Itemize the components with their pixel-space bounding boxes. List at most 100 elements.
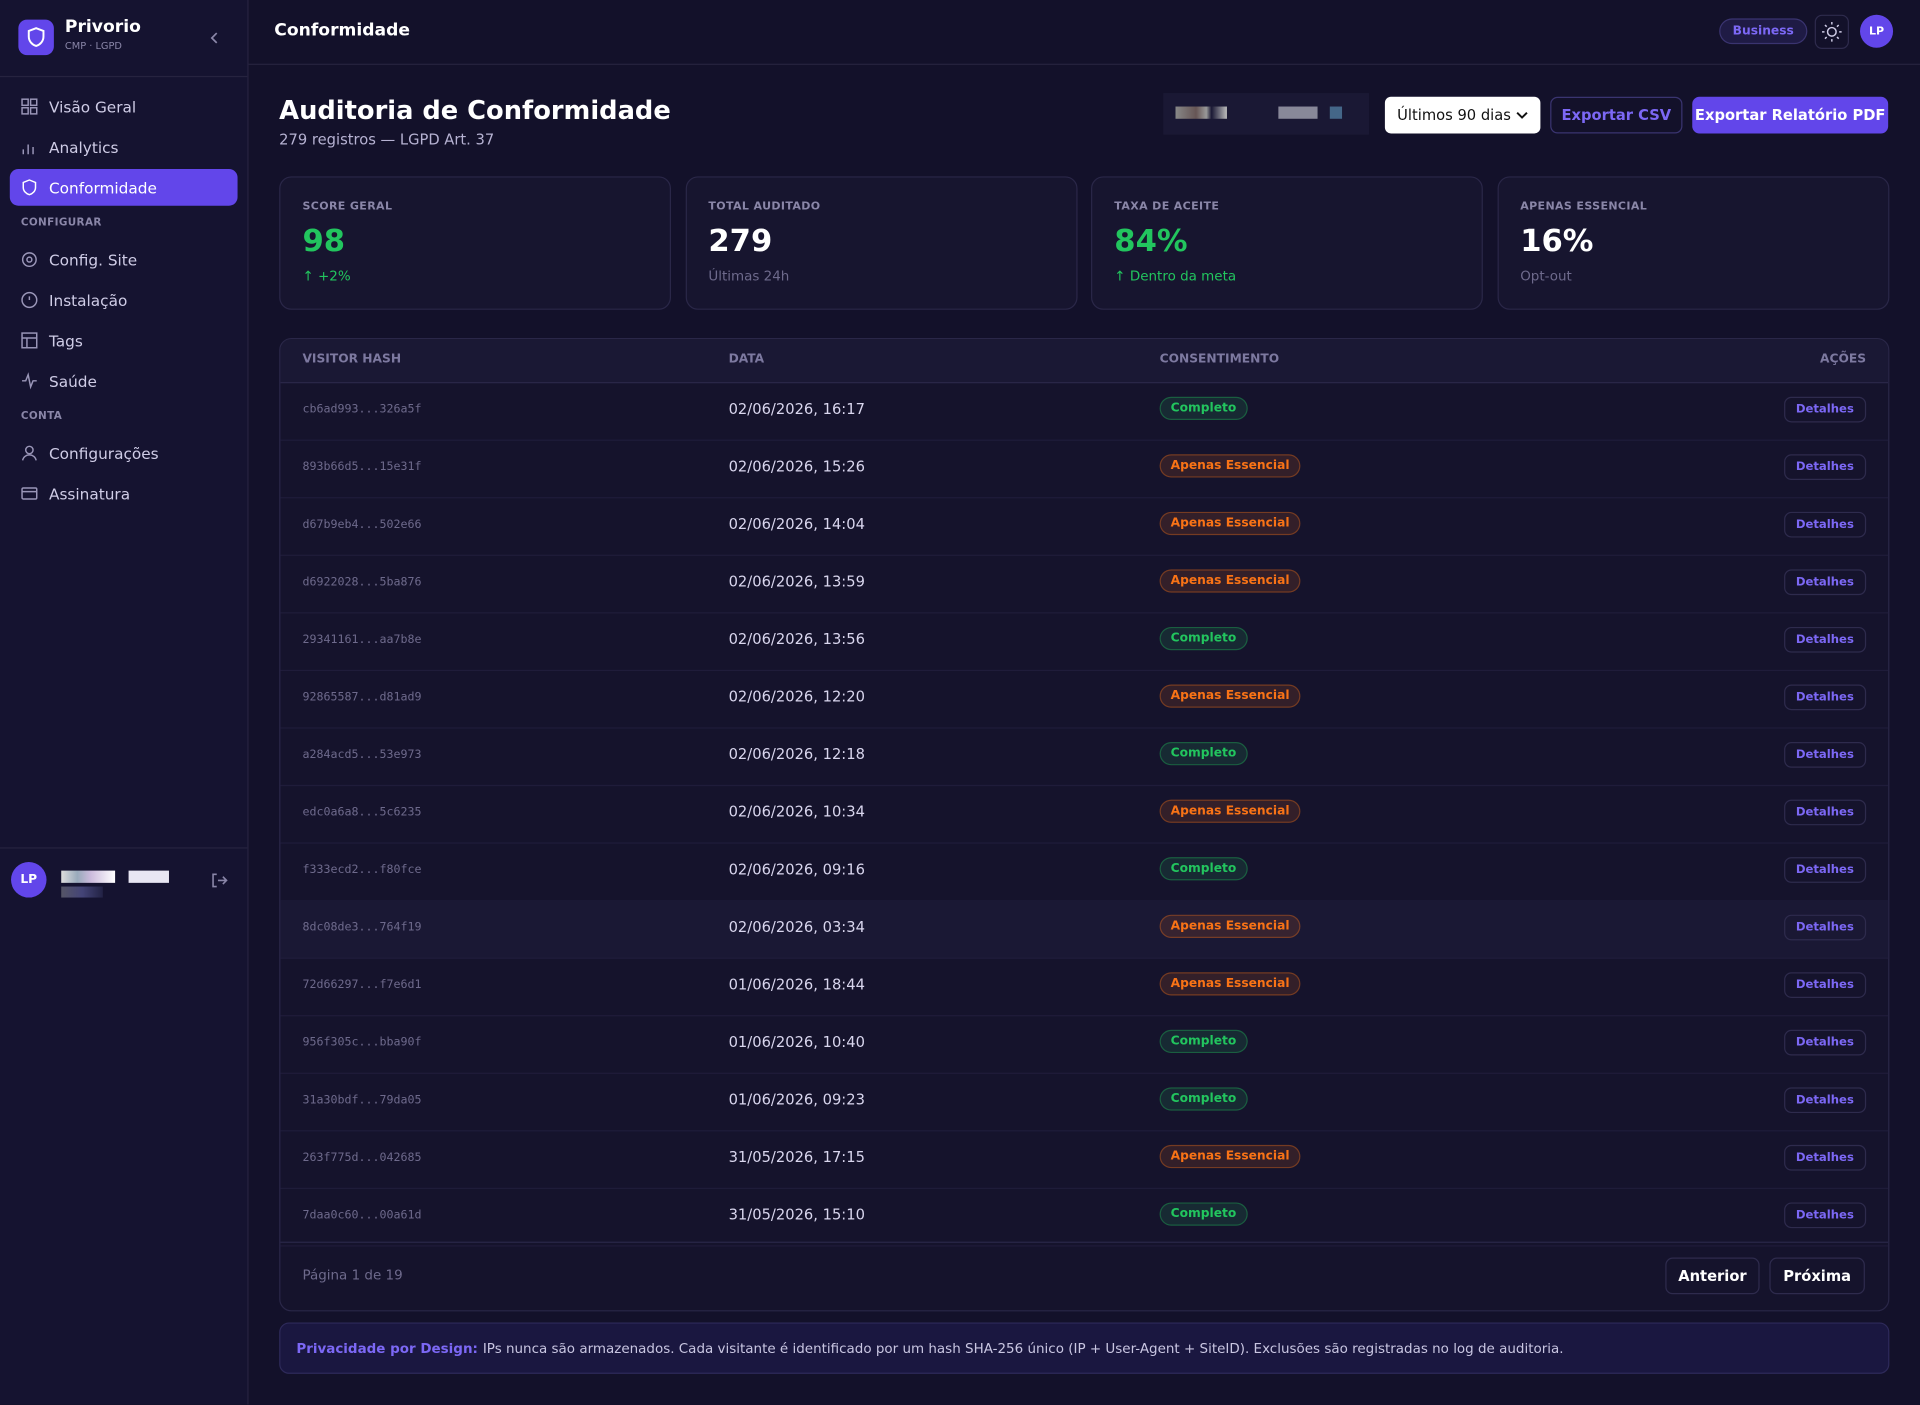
header-title: Conformidade	[274, 20, 411, 41]
visitor-hash: 8dc08de3...764f19	[302, 920, 422, 935]
date: 01/06/2026, 18:44	[728, 975, 865, 994]
visitor-hash: 263f775d...042685	[302, 1151, 422, 1165]
visitor-hash: 31a30bdf...79da05	[302, 1093, 422, 1107]
date: 02/06/2026, 10:34	[728, 803, 865, 821]
consent-badge: Apenas Essencial	[1159, 799, 1301, 823]
table-row: 893b66d5...15e31f 02/06/2026, 15:26 Apenas…	[280, 440, 1889, 499]
export-pdf-button[interactable]: Exportar Relatório PDF	[1692, 96, 1889, 134]
column-header: AÇÕES	[1820, 352, 1867, 367]
nav-item[interactable]: Conformidade	[9, 168, 238, 206]
nav-label: Saúde	[48, 371, 97, 391]
pagination-info: Página 1 de 19	[302, 1267, 403, 1284]
nav-label: Assinatura	[48, 484, 131, 503]
sidebar: Privorio CMP · LGPD LP Visão Geral Analyt…	[0, 0, 249, 1405]
nav-item[interactable]: Instalação	[10, 282, 238, 319]
collapse-button[interactable]	[208, 31, 220, 46]
date: 02/06/2026, 15:26	[728, 457, 865, 476]
consent-badge: Completo	[1159, 742, 1248, 766]
next-button[interactable]: Próxima	[1769, 1257, 1865, 1295]
table-row: 92865587...d81ad9 02/06/2026, 12:20 Apenas…	[280, 670, 1889, 729]
consent-badge: Completo	[1159, 1029, 1248, 1054]
stat-value: 16%	[1520, 222, 1594, 259]
details-button[interactable]: Detalhes	[1783, 914, 1867, 941]
consent-badge: Completo	[1159, 626, 1248, 651]
nav-item[interactable]: Analytics	[10, 129, 238, 166]
table-row: 7daa0c60...00a61d 31/05/2026, 15:10 Comple…	[280, 1188, 1889, 1247]
details-button[interactable]: Detalhes	[1783, 396, 1867, 423]
nav-label: Analytics	[48, 137, 119, 157]
stat-sub: Últimas 24h	[708, 268, 790, 285]
nav-item[interactable]: Assinatura	[10, 475, 238, 512]
nav-label: Tags	[48, 331, 83, 350]
consent-badge: Apenas Essencial	[1159, 972, 1301, 996]
consent-badge: Apenas Essencial	[1159, 569, 1301, 593]
details-button[interactable]: Detalhes	[1783, 569, 1867, 596]
details-button[interactable]: Detalhes	[1783, 454, 1867, 481]
table-row: cb6ad993...326a5f 02/06/2026, 16:17 Comple…	[280, 382, 1889, 441]
consent-badge: Apenas Essencial	[1159, 454, 1301, 478]
visitor-hash: a284acd5...53e973	[302, 748, 422, 762]
details-button[interactable]: Detalhes	[1783, 626, 1867, 653]
details-button[interactable]: Detalhes	[1783, 1144, 1867, 1171]
top-bar: Conformidade Business LP	[248, 0, 1920, 65]
column-header: DATA	[728, 352, 765, 367]
user-avatar[interactable]: LP	[11, 862, 47, 898]
table-row: 72d66297...f7e6d1 01/06/2026, 18:44 Apenas…	[280, 958, 1889, 1017]
date: 02/06/2026, 03:34	[728, 918, 865, 936]
table-header: VISITOR HASH DATA CONSENTIMENTO AÇÕES	[280, 339, 1889, 384]
prev-button[interactable]: Anterior	[1665, 1257, 1760, 1295]
stat-sub: ↑ Dentro da meta	[1114, 268, 1237, 285]
table-row: 956f305c...bba90f 01/06/2026, 10:40 Comple…	[280, 1015, 1889, 1074]
table-row: 263f775d...042685 31/05/2026, 17:15 Apenas…	[280, 1130, 1889, 1189]
visitor-hash: edc0a6a8...5c6235	[302, 805, 422, 820]
visitor-hash: 92865587...d81ad9	[302, 690, 422, 705]
stat-label: TOTAL AUDITADO	[708, 200, 821, 214]
visitor-hash: d6922028...5ba876	[302, 575, 422, 589]
consent-badge: Completo	[1159, 396, 1248, 421]
details-button[interactable]: Detalhes	[1783, 857, 1867, 883]
date: 02/06/2026, 12:18	[728, 745, 865, 763]
plan-badge: Business	[1719, 18, 1808, 45]
nav-item[interactable]: Config. Site	[10, 241, 238, 278]
redacted	[1163, 93, 1369, 135]
table-row: 29341161...aa7b8e 02/06/2026, 13:56 Comple…	[280, 612, 1889, 672]
column-header: CONSENTIMENTO	[1159, 352, 1280, 367]
consent-badge: Apenas Essencial	[1159, 511, 1301, 536]
nav-item[interactable]: Saúde	[10, 362, 238, 399]
nav-item[interactable]: Tags	[10, 322, 238, 359]
details-button[interactable]: Detalhes	[1783, 511, 1867, 538]
consent-badge: Apenas Essencial	[1159, 914, 1301, 938]
date: 02/06/2026, 13:56	[728, 630, 865, 648]
stat-label: APENAS ESSENCIAL	[1520, 200, 1648, 214]
stat-card: APENAS ESSENCIAL 16% Opt-out	[1496, 176, 1889, 310]
table-row: 31a30bdf...79da05 01/06/2026, 09:23 Comple…	[280, 1073, 1889, 1132]
brand-sub: CMP · LGPD	[64, 40, 122, 52]
visitor-hash: 29341161...aa7b8e	[302, 633, 422, 647]
period-select[interactable]: Últimos 90 dias	[1384, 96, 1541, 134]
nav-item[interactable]: Visão Geral	[10, 88, 238, 125]
column-header: VISITOR HASH	[302, 352, 402, 367]
details-button[interactable]: Detalhes	[1783, 1029, 1867, 1056]
logout-button[interactable]	[211, 872, 228, 889]
visitor-hash: d67b9eb4...502e66	[302, 517, 422, 532]
consent-badge: Apenas Essencial	[1159, 1144, 1301, 1169]
details-button[interactable]: Detalhes	[1783, 972, 1867, 998]
theme-toggle[interactable]	[1814, 14, 1849, 49]
export-csv-button[interactable]: Exportar CSV	[1550, 96, 1683, 134]
nav-label: Visão Geral	[48, 97, 137, 116]
table-row: d67b9eb4...502e66 02/06/2026, 14:04 Apenas…	[280, 497, 1889, 556]
redacted	[61, 870, 116, 883]
nav-item[interactable]: Configurações	[10, 435, 238, 472]
details-button[interactable]: Detalhes	[1783, 742, 1867, 768]
details-button[interactable]: Detalhes	[1783, 684, 1867, 711]
nav-section: CONTA	[20, 410, 63, 423]
details-button[interactable]: Detalhes	[1783, 1202, 1867, 1229]
details-button[interactable]: Detalhes	[1783, 799, 1867, 826]
consent-badge: Completo	[1159, 1087, 1248, 1111]
note-lead: Privacidade por Design:	[296, 1340, 478, 1357]
date: 01/06/2026, 10:40	[728, 1033, 865, 1051]
user-avatar[interactable]: LP	[1860, 14, 1894, 48]
details-button[interactable]: Detalhes	[1783, 1087, 1867, 1114]
audit-table: VISITOR HASH DATA CONSENTIMENTO AÇÕES Págin…	[279, 337, 1890, 1312]
